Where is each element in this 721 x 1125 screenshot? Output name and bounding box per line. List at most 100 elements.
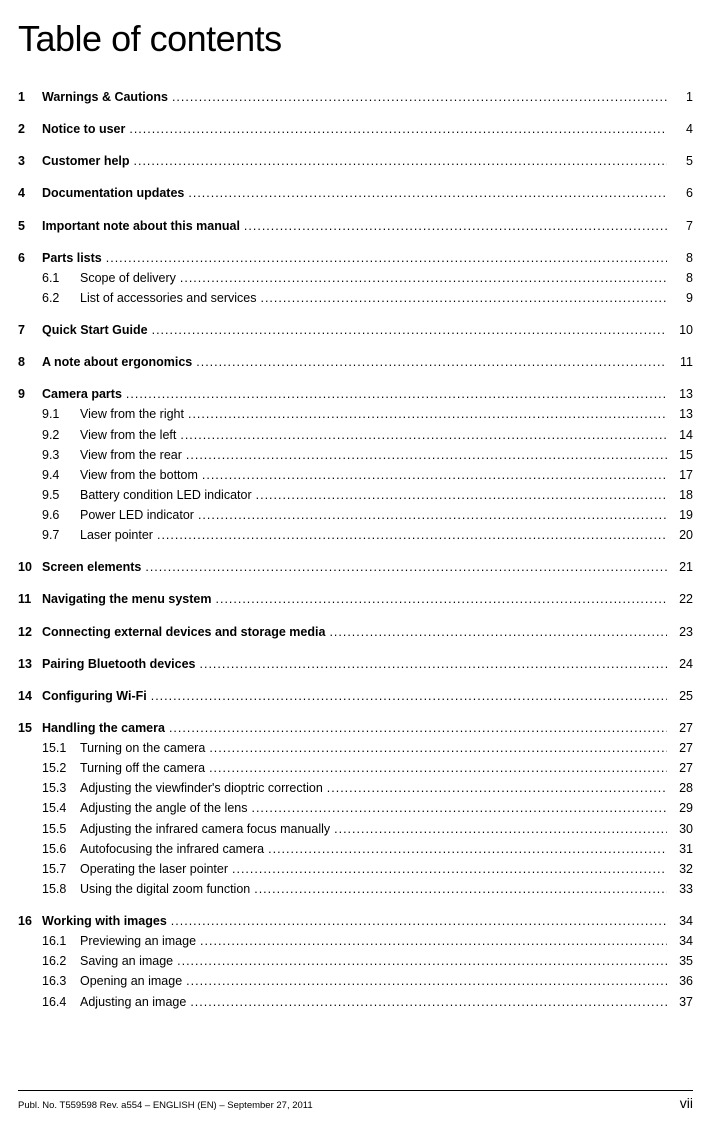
page-number: 19 [667,506,693,524]
toc-chapter-entry: 14Configuring Wi-Fi ....................… [18,687,693,705]
page-number: 7 [667,217,693,235]
dot-leader: ........................................… [173,952,667,970]
toc-subsection-entry: 15.5Adjusting the infrared camera focus … [18,820,693,838]
subsection-title: Power LED indicator [80,506,194,524]
subsection-number: 15.5 [42,820,80,838]
subsection-title: Laser pointer [80,526,153,544]
toc-subsection-entry: 6.1Scope of delivery ...................… [18,269,693,287]
dot-leader: ........................................… [125,120,667,138]
subsection-title: Adjusting the viewfinder's dioptric corr… [80,779,323,797]
subsection-number: 16.1 [42,932,80,950]
dot-leader: ........................................… [192,353,667,371]
chapter-title: A note about ergonomics [42,353,192,371]
chapter-title: Screen elements [42,558,141,576]
subsection-title: Autofocusing the infrared camera [80,840,264,858]
subsection-title: Adjusting an image [80,993,186,1011]
toc-chapter-entry: 15Handling the camera ..................… [18,719,693,737]
dot-leader: ........................................… [330,820,667,838]
toc-subsection-entry: 15.1Turning on the camera ..............… [18,739,693,757]
chapter-number: 9 [18,385,42,403]
dot-leader: ........................................… [240,217,667,235]
page-number: 27 [667,719,693,737]
subsection-title: Previewing an image [80,932,196,950]
subsection-number: 6.2 [42,289,80,307]
toc-chapter-entry: 7Quick Start Guide .....................… [18,321,693,339]
subsection-title: Turning on the camera [80,739,205,757]
toc-chapter-entry: 6Parts lists ...........................… [18,249,693,267]
toc-subsection-entry: 16.1Previewing an image ................… [18,932,693,950]
page-number: 13 [667,385,693,403]
chapter-number: 8 [18,353,42,371]
dot-leader: ........................................… [102,249,667,267]
toc-subsection-entry: 9.2View from the left ..................… [18,426,693,444]
chapter-title: Warnings & Cautions [42,88,168,106]
toc-chapter-entry: 10Screen elements ......................… [18,558,693,576]
table-of-contents: 1Warnings & Cautions ...................… [18,88,693,1011]
dot-leader: ........................................… [184,405,667,423]
dot-leader: ........................................… [165,719,667,737]
toc-subsection-entry: 6.2List of accessories and services ....… [18,289,693,307]
subsection-number: 15.2 [42,759,80,777]
toc-chapter-entry: 4Documentation updates .................… [18,184,693,202]
subsection-number: 9.4 [42,466,80,484]
dot-leader: ........................................… [205,739,667,757]
subsection-number: 16.3 [42,972,80,990]
dot-leader: ........................................… [252,486,667,504]
page-number: 32 [667,860,693,878]
page-number: 6 [667,184,693,202]
page-number: 27 [667,739,693,757]
subsection-title: Operating the laser pointer [80,860,228,878]
page-number: 8 [667,269,693,287]
page-number: 33 [667,880,693,898]
page-number: 18 [667,486,693,504]
chapter-title: Navigating the menu system [42,590,212,608]
dot-leader: ........................................… [122,385,667,403]
dot-leader: ........................................… [168,88,667,106]
dot-leader: ........................................… [212,590,668,608]
subsection-number: 15.3 [42,779,80,797]
subsection-title: Scope of delivery [80,269,176,287]
page-number: 8 [667,249,693,267]
subsection-number: 15.4 [42,799,80,817]
page-number: 17 [667,466,693,484]
page-number: 15 [667,446,693,464]
toc-chapter-entry: 16Working with images ..................… [18,912,693,930]
page-number: 4 [667,120,693,138]
toc-chapter-entry: 1Warnings & Cautions ...................… [18,88,693,106]
chapter-title: Customer help [42,152,130,170]
subsection-title: View from the right [80,405,184,423]
subsection-title: View from the left [80,426,176,444]
page-number: 34 [667,932,693,950]
chapter-title: Important note about this manual [42,217,240,235]
page-number: 24 [667,655,693,673]
toc-chapter-entry: 2Notice to user ........................… [18,120,693,138]
chapter-title: Working with images [42,912,167,930]
page-number: 34 [667,912,693,930]
subsection-title: Battery condition LED indicator [80,486,252,504]
toc-chapter-entry: 8A note about ergonomics ...............… [18,353,693,371]
chapter-number: 10 [18,558,42,576]
dot-leader: ........................................… [182,972,667,990]
dot-leader: ........................................… [176,269,667,287]
toc-subsection-entry: 9.1View from the right .................… [18,405,693,423]
subsection-title: Turning off the camera [80,759,205,777]
toc-subsection-entry: 16.4Adjusting an image .................… [18,993,693,1011]
page-number: 11 [667,353,693,371]
chapter-number: 7 [18,321,42,339]
chapter-number: 11 [18,590,42,608]
dot-leader: ........................................… [141,558,667,576]
toc-subsection-entry: 9.4View from the bottom ................… [18,466,693,484]
footer-page-number: vii [680,1095,693,1111]
page-number: 1 [667,88,693,106]
chapter-number: 5 [18,217,42,235]
chapter-title: Pairing Bluetooth devices [42,655,196,673]
chapter-number: 1 [18,88,42,106]
dot-leader: ........................................… [247,799,667,817]
chapter-number: 15 [18,719,42,737]
page-number: 31 [667,840,693,858]
dot-leader: ........................................… [176,426,667,444]
page-number: 14 [667,426,693,444]
toc-subsection-entry: 15.2Turning off the camera .............… [18,759,693,777]
toc-chapter-entry: 9Camera parts ..........................… [18,385,693,403]
dot-leader: ........................................… [147,687,667,705]
